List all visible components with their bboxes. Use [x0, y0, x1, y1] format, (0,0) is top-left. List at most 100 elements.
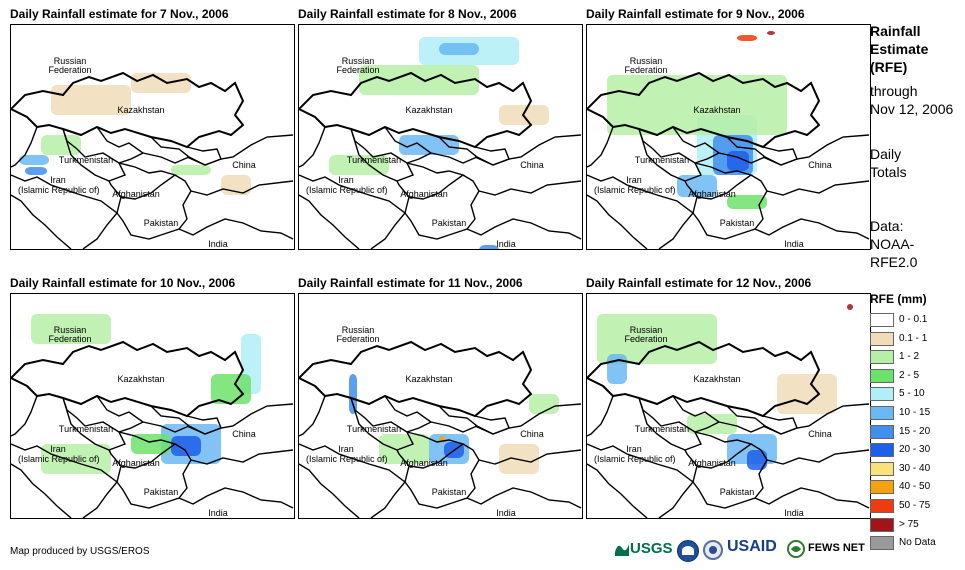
country-label-iran: Iran — [626, 444, 642, 454]
side-data-label: Data: — [870, 218, 904, 234]
legend-label: 30 - 40 — [899, 462, 931, 474]
panel-title: Daily Rainfall estimate for 11 Nov., 200… — [298, 276, 523, 290]
legend-label: > 75 — [899, 518, 919, 530]
country-label-india: India — [784, 508, 804, 518]
country-label-russia: Russian — [53, 56, 87, 66]
side-date: Nov 12, 2006 — [870, 101, 954, 117]
legend-label: 0.1 - 1 — [899, 332, 928, 344]
country-label-iran: Iran — [50, 175, 66, 185]
legend-swatch — [870, 536, 894, 551]
country-label-iran: Iran — [626, 175, 642, 185]
country-label-turkmenistan: Turkmenistan — [346, 155, 402, 165]
side-title-estimate: Estimate — [870, 41, 929, 57]
map-panel: Daily Rainfall estimate for 11 Nov., 200… — [298, 276, 583, 519]
country-label-afghanistan: Afghanistan — [400, 458, 448, 468]
side-title-rfe: (RFE) — [870, 59, 908, 75]
legend-swatch — [870, 517, 894, 532]
panel-title: Daily Rainfall estimate for 10 Nov., 200… — [10, 276, 236, 290]
country-label-iran: Iran — [338, 175, 354, 185]
country-label-turkmenistan: Turkmenistan — [346, 424, 402, 434]
country-label-china: China — [808, 160, 832, 170]
legend-label: No Data — [899, 537, 936, 549]
country-label-iran: (Islamic Republic of) — [594, 185, 676, 195]
country-label-iran: Iran — [50, 444, 66, 454]
country-label-kazakhstan: Kazakhstan — [405, 374, 453, 384]
country-label-india: India — [784, 239, 804, 249]
map-panel: Daily Rainfall estimate for 10 Nov., 200… — [10, 276, 295, 519]
country-label-china: China — [232, 429, 256, 439]
panel-title: Daily Rainfall estimate for 7 Nov., 2006 — [10, 7, 229, 21]
country-label-russia: Russian — [629, 325, 663, 335]
country-label-afghanistan: Afghanistan — [112, 189, 160, 199]
country-label-iran: (Islamic Republic of) — [18, 185, 100, 195]
legend-swatch — [870, 313, 894, 327]
legend-label: 20 - 30 — [899, 444, 931, 456]
legend-title: RFE (mm) — [870, 292, 927, 306]
country-label-iran: (Islamic Republic of) — [306, 454, 388, 464]
country-label-pakistan: Pakistan — [431, 218, 467, 228]
noaa-seal-icon — [677, 540, 699, 562]
country-label-russia: Federation — [48, 334, 92, 344]
legend-swatch — [870, 443, 894, 458]
country-label-china: China — [520, 160, 544, 170]
credit-text: Map produced by USGS/EROS — [10, 546, 150, 557]
country-label-pakistan: Pakistan — [143, 487, 179, 497]
legend-label: 10 - 15 — [899, 407, 931, 418]
rainfall-map: Russian Federation Kazakhstan Turkmenistan I… — [298, 24, 583, 250]
side-through: through — [870, 83, 918, 99]
country-label-russia: Russian — [341, 56, 375, 66]
country-label-pakistan: Pakistan — [143, 218, 179, 228]
side-data-noaa: NOAA- — [870, 236, 915, 252]
side-data-rfe2: RFE2.0 — [870, 254, 918, 270]
rainfall-map: Russian Federation Kazakhstan Turkmenistan I… — [298, 293, 583, 519]
legend-swatch — [870, 406, 894, 420]
legend-label: 50 - 75 — [899, 500, 931, 511]
country-label-turkmenistan: Turkmenistan — [634, 155, 690, 165]
country-label-russia: Federation — [624, 334, 668, 344]
country-label-china: China — [232, 160, 256, 170]
rainfall-map: Russian Federation Kazakhstan Turkmenistan I… — [586, 293, 871, 519]
country-label-russia: Federation — [48, 65, 92, 75]
country-label-russia: Federation — [336, 334, 380, 344]
country-label-afghanistan: Afghanistan — [112, 458, 160, 468]
country-label-kazakhstan: Kazakhstan — [117, 105, 165, 115]
country-label-russia: Russian — [53, 325, 87, 335]
map-panel: Daily Rainfall estimate for 12 Nov., 200… — [586, 276, 871, 519]
country-label-india: India — [496, 508, 516, 518]
legend-label: 2 - 5 — [899, 369, 920, 381]
map-panel: Daily Rainfall estimate for 8 Nov., 2006… — [298, 7, 583, 250]
legend-label: 1 - 2 — [899, 351, 920, 363]
map-panel: Daily Rainfall estimate for 7 Nov., 2006… — [10, 7, 295, 250]
country-label-pakistan: Pakistan — [431, 487, 467, 497]
country-label-iran: (Islamic Republic of) — [594, 454, 676, 464]
country-label-russia: Russian — [341, 325, 375, 335]
fews-globe-icon — [787, 540, 805, 558]
map-panel: Daily Rainfall estimate for 9 Nov., 2006… — [586, 7, 871, 250]
rainfall-map: Russian Federation Kazakhstan Turkmenistan I… — [10, 24, 295, 250]
rainfall-map: Russian Federation Kazakhstan Turkmenistan I… — [10, 293, 295, 519]
country-label-russia: Federation — [624, 65, 668, 75]
country-label-kazakhstan: Kazakhstan — [117, 374, 165, 384]
country-label-iran: Iran — [338, 444, 354, 454]
usgs-logo: USGS — [615, 540, 673, 561]
country-label-russia: Federation — [336, 65, 380, 75]
country-label-turkmenistan: Turkmenistan — [58, 424, 114, 434]
country-label-kazakhstan: Kazakhstan — [693, 105, 741, 115]
country-label-india: India — [208, 508, 228, 518]
country-label-kazakhstan: Kazakhstan — [693, 374, 741, 384]
country-label-kazakhstan: Kazakhstan — [405, 105, 453, 115]
country-label-afghanistan: Afghanistan — [400, 189, 448, 199]
legend-swatch — [870, 499, 894, 513]
legend-swatch — [870, 368, 894, 383]
legend-label: 0 - 0.1 — [899, 314, 928, 325]
country-label-iran: (Islamic Republic of) — [306, 185, 388, 195]
country-label-india: India — [496, 239, 516, 249]
country-label-china: China — [808, 429, 832, 439]
panel-title: Daily Rainfall estimate for 12 Nov., 200… — [586, 276, 812, 290]
side-totals: Totals — [870, 164, 907, 180]
country-label-russia: Russian — [629, 56, 663, 66]
usgs-wave-icon — [615, 544, 629, 556]
panel-title: Daily Rainfall estimate for 8 Nov., 2006 — [298, 7, 517, 21]
legend-label: 15 - 20 — [899, 425, 931, 437]
legend-swatch — [870, 350, 894, 365]
